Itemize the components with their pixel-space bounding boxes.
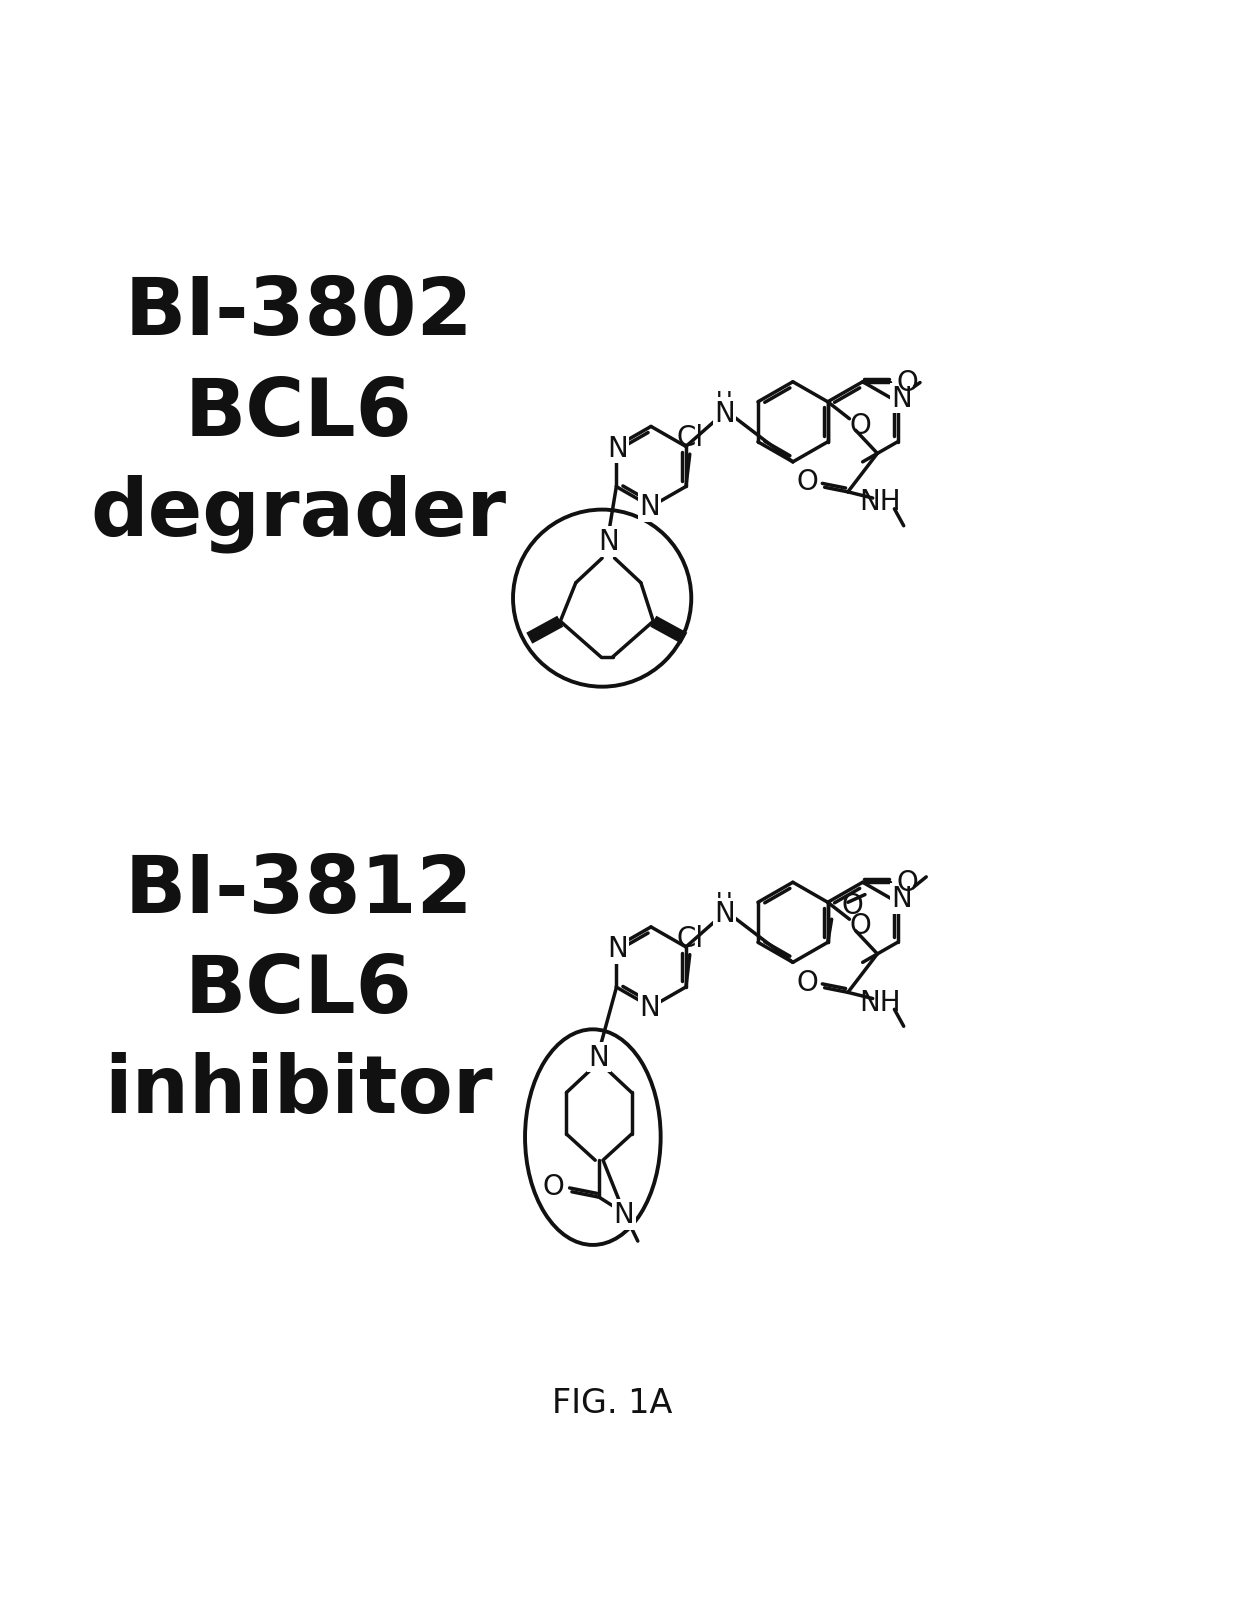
Text: degrader: degrader (91, 474, 506, 552)
Text: O: O (542, 1173, 564, 1201)
Text: inhibitor: inhibitor (104, 1052, 492, 1130)
Text: Cl: Cl (676, 923, 703, 953)
Text: N: N (598, 527, 619, 555)
Text: O: O (897, 368, 919, 396)
Text: N: N (639, 993, 660, 1021)
Text: N: N (714, 899, 735, 927)
Text: O: O (797, 967, 818, 997)
Text: H: H (717, 891, 733, 911)
Text: O: O (849, 912, 872, 940)
Text: FIG. 1A: FIG. 1A (552, 1386, 672, 1419)
Text: N: N (608, 935, 627, 962)
Text: N: N (589, 1044, 609, 1071)
Text: BCL6: BCL6 (185, 375, 412, 453)
Text: BI-3802: BI-3802 (124, 274, 472, 352)
Text: N: N (639, 493, 660, 521)
Text: O: O (842, 891, 863, 920)
Text: N: N (714, 399, 735, 427)
Text: Cl: Cl (676, 424, 703, 451)
Text: N: N (614, 1201, 634, 1229)
Text: O: O (797, 467, 818, 495)
Text: O: O (897, 868, 919, 896)
Text: N: N (608, 435, 627, 463)
Text: N: N (892, 885, 911, 912)
Text: NH: NH (859, 489, 901, 516)
Text: H: H (717, 391, 733, 411)
Text: O: O (849, 412, 872, 440)
Text: N: N (892, 385, 911, 412)
Text: NH: NH (859, 988, 901, 1016)
Text: BCL6: BCL6 (185, 951, 412, 1029)
Text: BI-3812: BI-3812 (124, 852, 472, 930)
